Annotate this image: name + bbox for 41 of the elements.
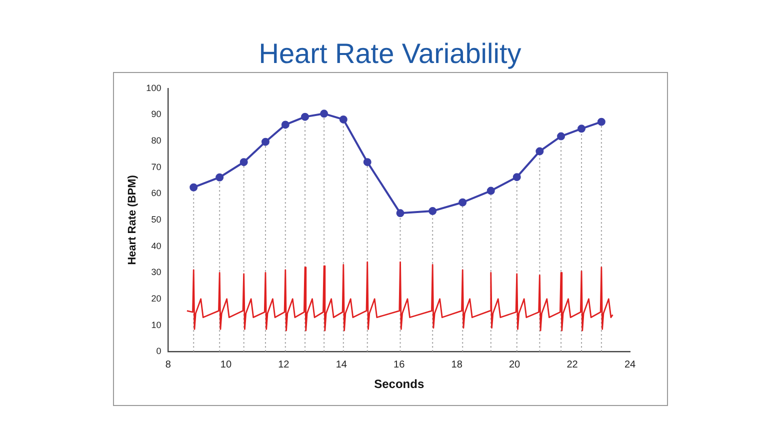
chart-title: Heart Rate Variability xyxy=(258,38,522,70)
y-tick-label: 0 xyxy=(156,346,162,356)
x-tick-label: 8 xyxy=(165,359,172,370)
x-tick-label: 16 xyxy=(394,359,406,370)
y-tick-label: 90 xyxy=(151,109,162,120)
point xyxy=(597,118,606,126)
point xyxy=(557,132,566,140)
point xyxy=(240,158,248,166)
point xyxy=(512,173,521,182)
point xyxy=(339,115,348,124)
x-tick-label: 14 xyxy=(336,359,348,370)
y-tick-label: 50 xyxy=(151,214,162,224)
point xyxy=(396,209,404,218)
x-axis-title: Seconds xyxy=(374,377,424,392)
point xyxy=(261,138,270,146)
y-tick-label: 10 xyxy=(151,320,162,330)
y-tick-label: 20 xyxy=(151,293,162,304)
y-tick-label: 100 xyxy=(146,82,162,93)
y-tick-label: 60 xyxy=(151,188,162,198)
point xyxy=(536,147,544,156)
point xyxy=(301,112,310,121)
y-tick-label: 40 xyxy=(151,240,162,251)
point xyxy=(216,173,224,182)
point xyxy=(320,110,328,118)
point xyxy=(281,120,290,129)
x-tick-label: 24 xyxy=(624,359,636,370)
x-tick-label: 12 xyxy=(278,359,290,370)
point xyxy=(458,198,467,206)
point xyxy=(363,158,372,166)
point xyxy=(428,207,437,216)
x-tick-label: 10 xyxy=(220,359,232,370)
y-tick-label: 80 xyxy=(151,136,162,146)
x-tick-label: 18 xyxy=(451,359,463,370)
x-tick-label: 20 xyxy=(508,359,521,370)
point xyxy=(190,183,198,192)
point xyxy=(578,124,586,133)
y-axis-title: Heart Rate (BPM) xyxy=(126,174,139,265)
x-tick-label: 22 xyxy=(566,359,578,370)
y-tick-label: 30 xyxy=(151,267,162,278)
y-tick-label: 70 xyxy=(151,162,162,172)
point xyxy=(486,186,495,195)
